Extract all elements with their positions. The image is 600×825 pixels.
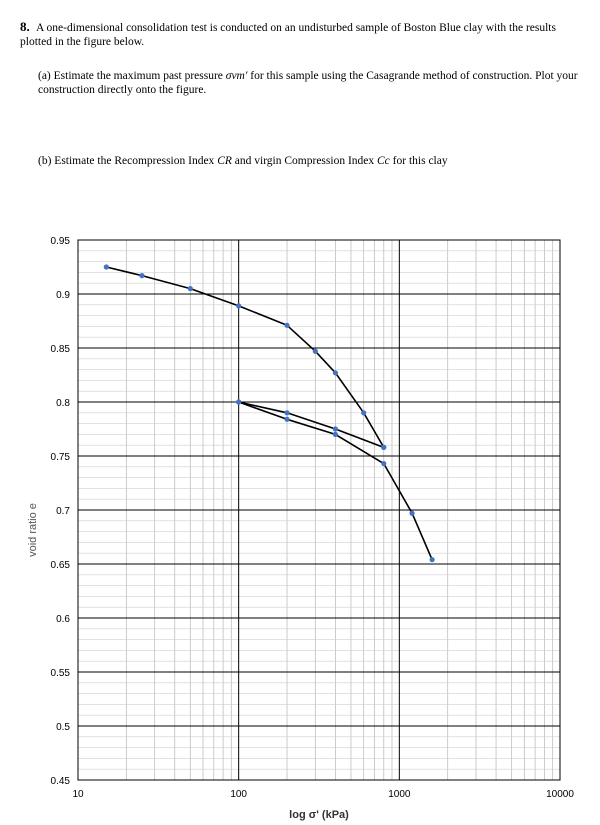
y-tick-label: 0.55 (51, 668, 71, 679)
data-point (284, 410, 290, 416)
y-tick-label: 0.5 (56, 722, 70, 733)
y-tick-label: 0.65 (51, 560, 71, 571)
problem-number: 8. (20, 19, 30, 34)
problem-intro: 8. A one-dimensional consolidation test … (20, 20, 585, 49)
part-a-text-after: for this sample using the Casagrande met… (38, 70, 578, 96)
series-line-3 (238, 401, 433, 561)
series-lines (106, 266, 433, 561)
data-point (332, 426, 338, 432)
y-tick-label: 0.85 (51, 344, 71, 355)
y-tick-label: 0.75 (51, 452, 71, 463)
series-points (103, 264, 435, 563)
series-line-2 (238, 401, 385, 449)
data-point (361, 410, 367, 416)
data-point (312, 348, 318, 354)
data-point (139, 273, 145, 279)
data-point (103, 264, 109, 270)
data-point (284, 416, 290, 422)
x-tick-label: 1000 (388, 789, 411, 800)
x-tick-labels: 10 100 1000 10000 (72, 789, 574, 800)
data-point (187, 286, 193, 292)
x-tick-label: 10 (72, 789, 84, 800)
grid-major (77, 239, 560, 781)
part-a-text-before: Estimate the maximum past pressure (53, 70, 223, 82)
part-b: (b) Estimate the Recompression Index CR … (38, 154, 578, 168)
part-b-text-mid: and virgin Compression Index (234, 155, 375, 167)
data-point (236, 399, 242, 405)
y-tick-label: 0.9 (56, 290, 70, 301)
part-b-symbol-1: CR (217, 155, 232, 167)
part-a-symbol: σvm′ (225, 70, 248, 82)
problem-intro-text: A one-dimensional consolidation test is … (20, 22, 556, 48)
y-tick-label: 0.45 (51, 776, 71, 787)
data-point (236, 303, 242, 309)
plot-frame (77, 239, 561, 781)
data-point (381, 460, 387, 467)
x-axis-label: log σ' (kPa) (289, 809, 349, 821)
part-b-text-after: for this clay (392, 155, 448, 167)
part-b-text-before: Estimate the Recompression Index (54, 155, 215, 167)
x-tick-label: 100 (230, 789, 247, 800)
data-point (332, 370, 338, 376)
part-b-label: (b) (38, 155, 52, 167)
y-tick-label: 0.6 (56, 614, 70, 625)
data-point (381, 444, 387, 450)
data-point (409, 510, 415, 516)
y-tick-labels: 0.95 0.9 0.85 0.8 0.75 0.7 0.65 0.6 0.55 0.5 0.45 (51, 236, 71, 787)
part-b-symbol-2: Cc (377, 155, 390, 167)
data-point (429, 557, 435, 563)
y-axis-label: void ratio e (27, 503, 39, 557)
part-a: (a) Estimate the maximum past pressure σ… (38, 69, 578, 97)
consolidation-chart: 0.950.90.850.80.750.70.650.60.550.50.45 … (27, 236, 574, 821)
data-point (332, 431, 338, 437)
part-a-label: (a) (38, 70, 51, 82)
x-tick-label: 10000 (546, 789, 574, 800)
y-tick-label: 0.95 (51, 236, 71, 247)
y-tick-label: 0.7 (56, 506, 70, 517)
y-tick-label: 0.8 (56, 398, 70, 409)
data-point (284, 322, 290, 328)
